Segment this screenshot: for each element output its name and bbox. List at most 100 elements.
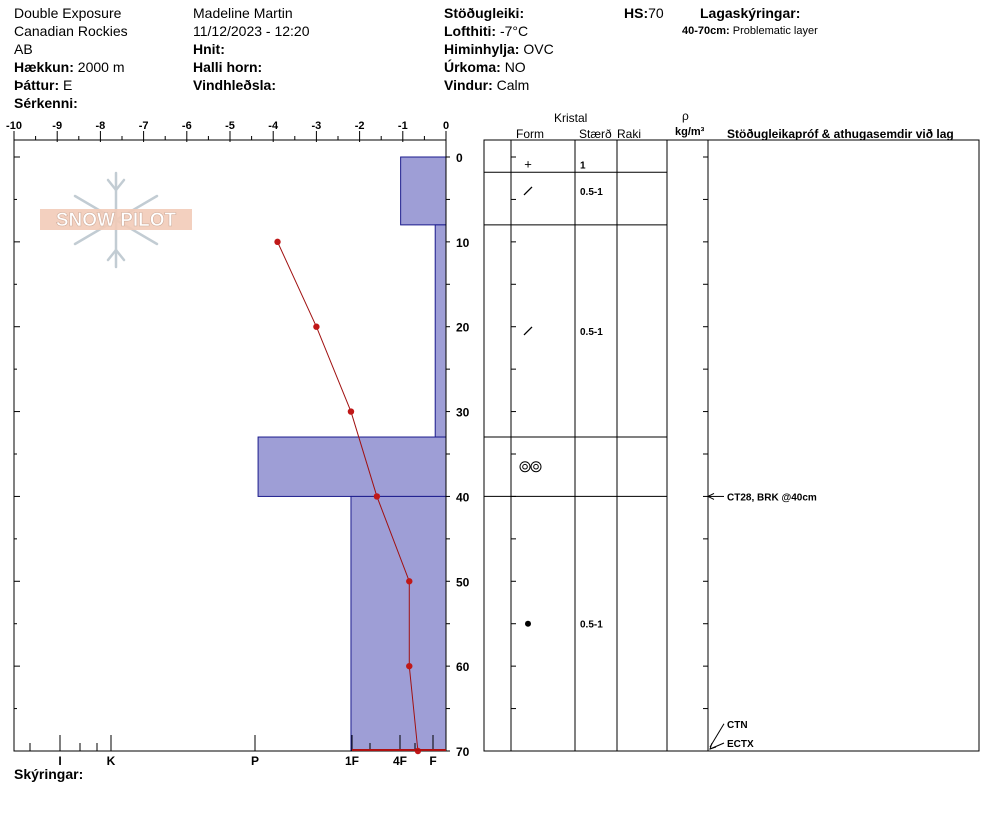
airtemp-label: Lofthiti: [444,23,497,39]
precip-value: NO [504,59,526,75]
temp-tick-label: -5 [225,120,235,132]
grain-form-melt-cluster-icon [519,461,542,473]
grain-size-label: 0.5-1 [580,327,603,338]
windload-label: Vindhleðsla: [193,77,276,93]
density-unit: kg/m³ [675,126,705,138]
temp-tick-label: -2 [355,120,365,132]
logo-text: SNOW PILOT [56,210,177,231]
test-result-label: CT28, BRK @40cm [727,492,817,503]
airtemp-row: Lofthiti: -7°C [444,22,528,40]
hardness-label: F [429,754,436,768]
slope-label: Halli horn: [193,59,263,75]
observer-name: Madeline Martin [193,5,293,21]
elevation-value: 2000 m [77,59,125,75]
temp-tick-label: 0 [443,120,449,132]
region-name: AB [14,41,33,57]
form-header: Form [516,127,544,141]
grain-form-round-icon [525,620,531,627]
layer-note-text: Problematic layer [732,25,818,37]
size-header: Stærð [579,127,612,141]
depth-tick-label: 60 [456,660,470,674]
hardness-label: 4F [393,754,407,768]
wind-row: Vindur: Calm [444,76,529,94]
temp-tick-label: -10 [6,120,22,132]
range-name: Canadian Rockies [14,23,128,39]
precip-label: Úrkoma: [444,59,501,75]
layer-notes-label: Lagaskýringar: [700,5,801,21]
melt-ring [530,461,542,473]
layer-note: 40-70cm: Problematic layer [682,22,818,40]
temperature-point [406,662,413,670]
temp-tick-label: -8 [96,120,106,132]
hardness-label: 1F [345,754,359,768]
snowpilot-logo: SNOW PILOT [40,171,192,269]
temperature-point [313,323,320,330]
temp-tick-label: -6 [182,120,192,132]
grain-form-faceted-icon [523,186,533,196]
temp-tick-label: -7 [139,120,149,132]
temperature-point [347,408,355,415]
hs-label: HS: [624,5,649,21]
aspect-value: E [63,77,73,93]
aspect-row: Þáttur: E [14,76,72,94]
sky-label: Himinhylja: [444,41,520,57]
precip-row: Úrkoma: NO [444,58,526,76]
test-arrow-icon [709,742,717,750]
temperature-point [373,493,381,500]
grain-size-label: 0.5-1 [580,620,603,631]
layer-note-range: 40-70cm: [682,25,730,37]
depth-tick-label: 10 [456,236,470,250]
hardness-bar-1 [434,224,447,438]
crystal-header: Kristal [554,111,588,125]
temperature-point [274,238,281,246]
elevation-label: Hækkun: [14,59,74,75]
depth-tick-label: 70 [456,745,470,759]
moisture-header: Raki [617,127,642,141]
temp-tick-label: -9 [52,120,62,132]
tests-header: Stöðugleikapróf & athugasemdir við lag [727,127,954,141]
hardness-bar-3 [350,495,447,752]
hardness-label: I [58,754,61,768]
depth-tick-label: 50 [456,575,470,589]
coords-label: Hnit: [193,41,225,57]
grain-size-label: 0.5-1 [580,187,603,198]
grain-form-newsnow-icon: + [524,157,532,172]
hardness-bar-2 [257,436,447,497]
test-result-label: ECTX [727,739,754,750]
depth-tick-label: 0 [456,151,463,165]
sky-row: Himinhylja: OVC [444,40,554,58]
grain-form-faceted-icon [523,326,533,336]
special-label: Sérkenni: [14,95,78,111]
hardness-label: P [251,754,259,768]
temp-tick-label: -4 [268,120,279,132]
stability-label: Stöðugleiki: [444,5,525,21]
hardness-label: K [107,754,116,768]
test-result-label: CTN [727,720,748,731]
grain-size-label: 1 [580,161,586,172]
hs-row: HS:70 [624,4,664,22]
location-name: Double Exposure [14,5,122,21]
observation-datetime: 11/12/2023 - 12:20 [193,23,310,39]
melt-ring-inner [522,463,528,470]
elevation-row: Hækkun: 2000 m [14,58,125,76]
wind-label: Vindur: [444,77,493,93]
temperature-point [406,578,413,585]
density-symbol: ρ [682,109,689,123]
footer-notes-label: Skýringar: [14,766,84,782]
melt-ring-inner [533,463,539,470]
test-arrow-icon [706,492,715,500]
aspect-label: Þáttur: [14,77,60,93]
airtemp-value: -7°C [499,23,529,39]
depth-tick-label: 20 [456,321,470,335]
hardness-bar-0 [400,156,447,226]
sky-value: OVC [523,41,554,57]
depth-tick-label: 30 [456,406,470,420]
wind-value: Calm [496,77,530,93]
temp-tick-label: -1 [398,120,408,132]
melt-ring [519,461,531,473]
temp-tick-label: -3 [312,120,322,132]
depth-tick-label: 40 [456,490,470,504]
layer-table-frame [483,139,980,752]
hs-value: 70 [648,5,664,21]
